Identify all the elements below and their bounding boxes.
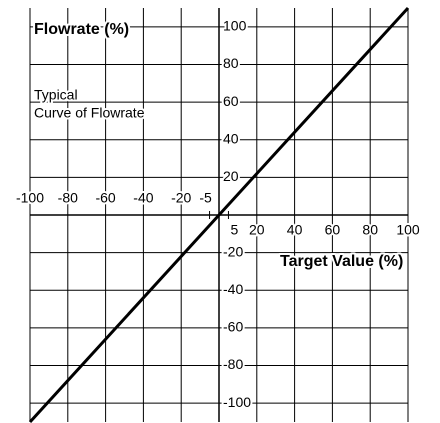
x-tick-label: -60: [95, 190, 115, 206]
x-tick-label: 100: [396, 222, 420, 238]
x-tick-label: -80: [58, 190, 78, 206]
x-tick-label: 60: [325, 222, 341, 238]
y-tick-label: 80: [223, 55, 239, 71]
x-tick-label: -40: [133, 190, 153, 206]
line: [28, 6, 410, 423]
x-tick-label: -20: [171, 190, 191, 206]
y-tick-label: 20: [223, 168, 239, 184]
y-tick-label: -20: [223, 243, 243, 259]
y-tick-label: -40: [223, 281, 243, 297]
annotation: Typical: [34, 87, 78, 103]
grid: [29, 8, 409, 422]
y-tick-label: -60: [223, 319, 243, 335]
x-tick-label: -5: [199, 190, 212, 206]
x-tick-label: 80: [362, 222, 378, 238]
y-tick-label: -80: [223, 356, 243, 372]
y-tick-label: 100: [223, 18, 247, 34]
marks: [28, 6, 410, 423]
annotation: Curve of Flowrate: [34, 105, 145, 121]
chart-title: Flowrate (%): [34, 21, 129, 38]
x-tick-label: 20: [249, 222, 265, 238]
x-tick-label: 5: [231, 222, 239, 238]
x-tick-label: 40: [287, 222, 303, 238]
x-tick-label: -100: [16, 190, 44, 206]
y-tick-label: 60: [223, 93, 239, 109]
x-axis-label: Target Value (%): [280, 253, 403, 270]
y-tick-label: 40: [223, 130, 239, 146]
labels: -100 -80 -60 -40 -20 20 40 60 80 100 -5 5 -100 -80 -60…: [14, 16, 422, 412]
y-tick-label: -100: [223, 394, 251, 410]
